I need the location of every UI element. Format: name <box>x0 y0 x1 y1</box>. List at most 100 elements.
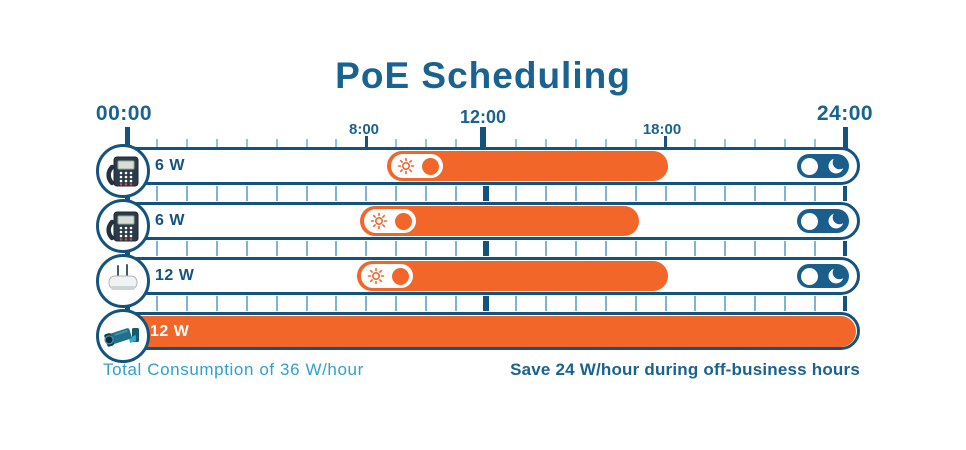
hour-tick <box>574 139 577 147</box>
time-label-1200: 12:00 <box>459 107 507 127</box>
grid-line <box>305 241 308 256</box>
grid-band <box>0 296 966 311</box>
grid-line <box>724 241 727 256</box>
grid-line <box>245 296 248 311</box>
total-consumption-note: Total Consumption of 36 W/hour <box>103 360 364 379</box>
grid-line <box>305 186 308 201</box>
night-toggle[interactable] <box>797 154 849 178</box>
grid-line <box>574 296 577 311</box>
grid-line <box>664 186 667 201</box>
grid-line <box>814 296 817 311</box>
grid-line <box>843 241 847 256</box>
hour-tick <box>694 139 697 147</box>
hour-tick <box>664 136 667 147</box>
grid-line <box>365 241 368 256</box>
ip-phone-icon <box>106 156 139 187</box>
moon-icon <box>828 211 846 229</box>
grid-line <box>843 186 847 201</box>
grid-line <box>694 241 697 256</box>
toggle-knob <box>395 212 413 230</box>
grid-line <box>483 296 489 311</box>
grid-line <box>425 241 428 256</box>
power-on-bar[interactable] <box>357 261 669 291</box>
grid-line <box>664 296 667 311</box>
hour-tick <box>185 139 188 147</box>
toggle-knob <box>801 267 818 285</box>
power-on-bar[interactable]: 12 W <box>104 316 856 347</box>
hour-tick <box>395 139 398 147</box>
grid-line <box>305 296 308 311</box>
hour-tick <box>604 139 607 147</box>
day-toggle[interactable] <box>361 264 414 288</box>
hour-tick <box>275 139 278 147</box>
grid-line <box>544 296 547 311</box>
grid-line <box>814 186 817 201</box>
grid-line <box>604 241 607 256</box>
grid-line <box>483 186 489 201</box>
grid-line <box>425 296 428 311</box>
grid-line <box>634 296 637 311</box>
grid-line <box>514 186 517 201</box>
night-toggle[interactable] <box>797 209 849 233</box>
toggle-knob <box>392 267 410 285</box>
page-title: PoE Scheduling <box>335 55 631 96</box>
night-toggle[interactable] <box>797 264 849 288</box>
grid-line <box>455 241 458 256</box>
grid-line <box>185 241 188 256</box>
power-on-bar[interactable] <box>360 206 639 236</box>
grid-line <box>455 186 458 201</box>
grid-line <box>365 296 368 311</box>
hour-tick <box>425 139 428 147</box>
power-label: 12 W <box>155 267 195 284</box>
device-circle-phone-1 <box>96 144 150 198</box>
device-circle-access-point <box>96 254 150 308</box>
grid-line <box>395 186 398 201</box>
grid-line <box>724 296 727 311</box>
grid-line <box>155 186 158 201</box>
grid-line <box>784 186 787 201</box>
grid-line <box>814 241 817 256</box>
moon-icon <box>828 156 846 174</box>
hour-tick <box>814 139 817 147</box>
grid-line <box>724 186 727 201</box>
time-label-0000: 00:00 <box>95 102 153 125</box>
power-label: 6 W <box>155 212 185 229</box>
grid-line <box>843 296 847 311</box>
savings-note: Save 24 W/hour during off-business hours <box>510 360 860 379</box>
day-toggle[interactable] <box>391 154 444 178</box>
hour-tick <box>155 139 158 147</box>
grid-line <box>514 241 517 256</box>
power-label: 6 W <box>155 157 185 174</box>
sun-icon <box>397 157 415 175</box>
grid-line <box>395 241 398 256</box>
device-circle-camera <box>96 309 150 363</box>
grid-line <box>784 296 787 311</box>
grid-line <box>335 296 338 311</box>
grid-band <box>0 241 966 256</box>
grid-band <box>0 186 966 201</box>
grid-line <box>365 186 368 201</box>
grid-line <box>215 296 218 311</box>
time-label-0800: 8:00 <box>348 121 380 138</box>
grid-line <box>544 241 547 256</box>
moon-icon <box>828 266 846 284</box>
grid-line <box>634 241 637 256</box>
grid-line <box>245 241 248 256</box>
grid-line <box>275 186 278 201</box>
grid-line <box>754 186 757 201</box>
grid-line <box>335 241 338 256</box>
grid-line <box>694 296 697 311</box>
time-label-1800: 18:00 <box>642 121 682 138</box>
grid-line <box>395 296 398 311</box>
ip-phone-icon <box>106 211 139 242</box>
grid-line <box>275 241 278 256</box>
power-on-bar[interactable] <box>387 151 669 181</box>
grid-line <box>694 186 697 201</box>
grid-line <box>185 296 188 311</box>
sun-icon <box>371 212 388 230</box>
grid-line <box>604 296 607 311</box>
hour-tick <box>754 139 757 147</box>
grid-line <box>544 186 547 201</box>
day-toggle[interactable] <box>364 209 417 233</box>
